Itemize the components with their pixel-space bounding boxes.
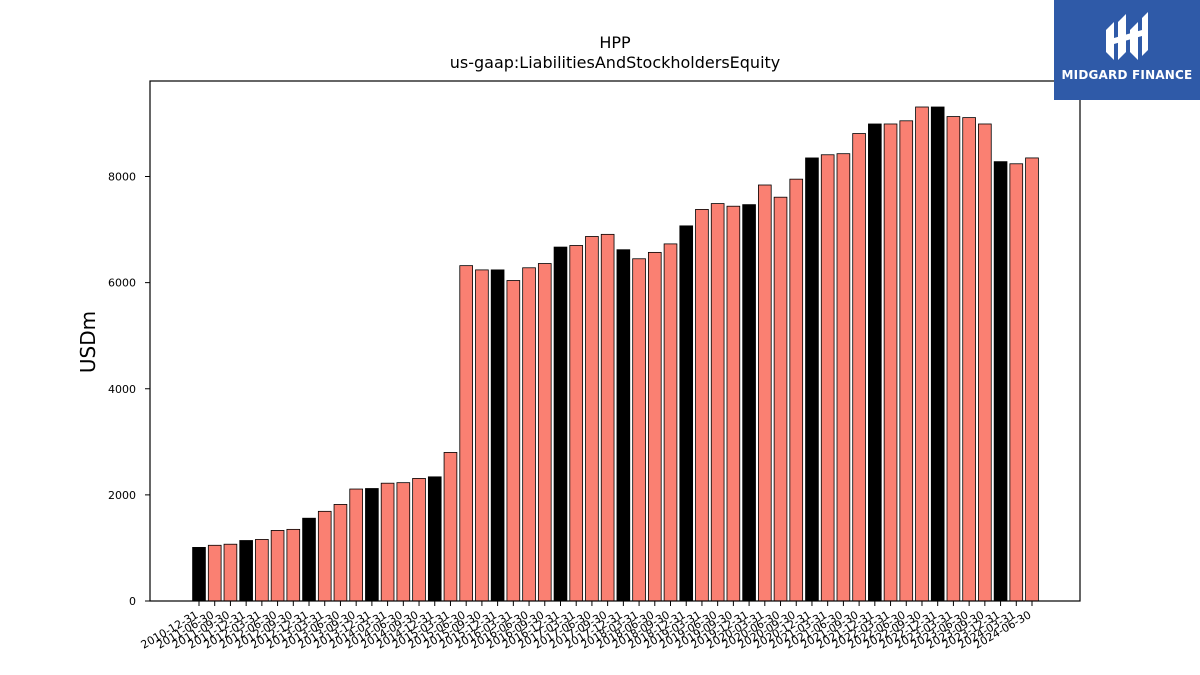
bar [380, 482, 395, 602]
bar [333, 504, 348, 602]
plot-frame [149, 80, 1081, 602]
bar [207, 544, 222, 602]
y-tick-label: 0 [129, 595, 136, 608]
bar [349, 488, 363, 602]
bar [679, 225, 694, 602]
y-tick-label: 8000 [108, 171, 136, 184]
bar [930, 106, 945, 602]
bar [396, 482, 411, 602]
bar [475, 269, 489, 602]
bar [600, 233, 615, 602]
bar [805, 157, 819, 602]
bar [239, 540, 253, 602]
bar [946, 116, 961, 602]
bar [537, 263, 552, 602]
bar [443, 452, 458, 602]
bar [773, 196, 788, 602]
y-tick-label: 4000 [108, 383, 136, 396]
brand-name: MIDGARD FINANCE [1061, 68, 1193, 82]
bar [255, 539, 269, 602]
bar [1025, 157, 1039, 602]
bar [742, 204, 756, 602]
bar [286, 528, 301, 602]
bar [915, 106, 929, 602]
bar [836, 153, 851, 602]
bar [710, 203, 725, 602]
bar [302, 517, 316, 602]
y-axis: 0 2000 4000 6000 8000 [108, 171, 150, 608]
bar [978, 123, 992, 602]
bar [789, 178, 804, 602]
bar [459, 265, 473, 602]
bar [270, 530, 285, 602]
bar [899, 120, 914, 602]
bar [490, 269, 505, 602]
bar [868, 123, 882, 602]
bar [585, 236, 599, 602]
bar [852, 133, 866, 602]
bar [695, 209, 709, 602]
bars-group [192, 106, 1039, 602]
bar [820, 154, 835, 602]
bar [506, 280, 521, 602]
chart-subtitle: us-gaap:LiabilitiesAndStockholdersEquity [450, 53, 781, 72]
bar [962, 117, 976, 602]
bar [553, 246, 568, 602]
bar [192, 547, 206, 602]
y-axis-label: USDm [76, 311, 100, 373]
bar [427, 476, 442, 602]
bar [647, 251, 662, 602]
y-tick-label: 6000 [108, 277, 136, 290]
bar [223, 543, 238, 602]
bar [317, 510, 332, 602]
bar [365, 488, 379, 602]
x-axis: 2010-12-312011-06-302011-09-302011-12-31… [139, 601, 1034, 652]
bar [569, 245, 584, 602]
chart-title: HPP [599, 33, 631, 52]
bar [726, 205, 741, 602]
y-tick-label: 2000 [108, 489, 136, 502]
bar [632, 258, 646, 602]
bar [1009, 163, 1024, 602]
bar [993, 161, 1008, 602]
bar [522, 267, 536, 602]
bar [412, 478, 426, 602]
midgard-logo-icon [1106, 12, 1148, 60]
bar [616, 249, 631, 602]
brand-logo: MIDGARD FINANCE [1054, 0, 1200, 100]
bar [663, 243, 678, 602]
bar [883, 123, 898, 602]
bar [758, 184, 772, 602]
